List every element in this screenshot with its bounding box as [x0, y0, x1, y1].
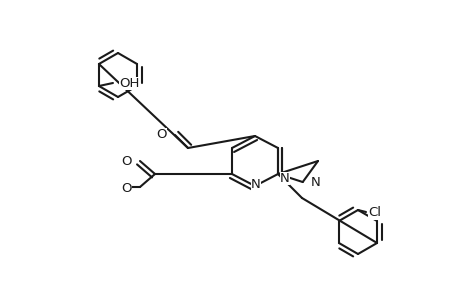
- Text: N: N: [280, 172, 289, 184]
- Text: N: N: [251, 178, 260, 191]
- Text: O: O: [121, 182, 132, 196]
- Text: O: O: [121, 154, 132, 167]
- Text: Cl: Cl: [367, 206, 380, 220]
- Text: N: N: [310, 176, 320, 188]
- Text: OH: OH: [119, 76, 139, 89]
- Text: O: O: [156, 128, 167, 140]
